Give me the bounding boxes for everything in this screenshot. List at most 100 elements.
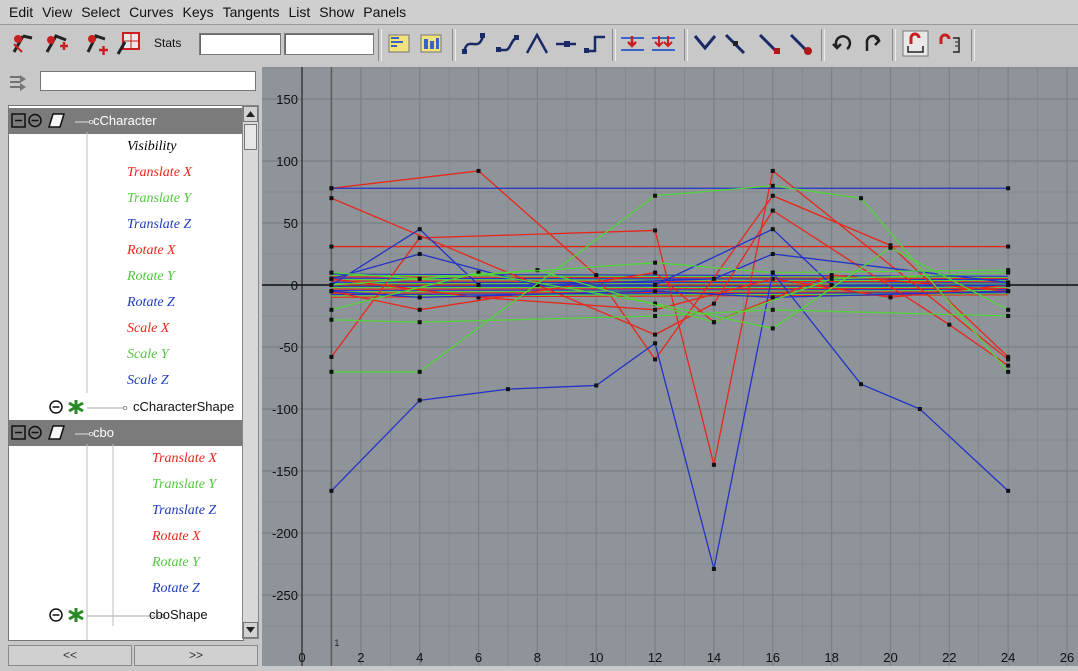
outliner-attribute-row[interactable]: Rotate Y	[9, 550, 243, 576]
outliner-filter-input[interactable]	[40, 71, 256, 91]
outliner-node-row[interactable]: cbo	[9, 420, 243, 446]
auto-load-selection-icon[interactable]	[902, 30, 929, 57]
spline-tangents-icon[interactable]	[460, 30, 487, 57]
y-tick-label: -50	[279, 340, 298, 355]
frame-playback-range-icon[interactable]	[418, 30, 445, 57]
scroll-down-button[interactable]	[243, 622, 258, 638]
toolbar-separator	[452, 29, 456, 61]
keyframe-point	[329, 308, 333, 312]
toolbar-separator	[612, 29, 616, 61]
clamped-tangents-icon[interactable]	[494, 30, 521, 57]
outliner-attribute-row[interactable]: Translate Y	[9, 472, 243, 498]
outliner-node-label: cbo	[93, 425, 114, 440]
shape-node-icon	[69, 399, 70, 400]
outliner-attribute-row[interactable]: Rotate Z	[9, 290, 243, 316]
menu-keys[interactable]: Keys	[183, 4, 214, 20]
outliner-attribute-row[interactable]: Rotate Z	[9, 576, 243, 602]
outliner-attribute-row[interactable]: Translate Z	[9, 212, 243, 238]
insert-key-tool-icon[interactable]	[44, 30, 71, 57]
menu-edit[interactable]: Edit	[9, 4, 33, 20]
attribute-label: Translate Z	[152, 503, 216, 519]
scroll-up-button[interactable]	[243, 106, 258, 122]
attribute-label: Rotate X	[127, 243, 176, 259]
menu-select[interactable]: Select	[81, 4, 120, 20]
outliner-attribute-row[interactable]: Translate Z	[9, 498, 243, 524]
menu-tangents[interactable]: Tangents	[223, 4, 280, 20]
lock-tangent-weight-icon[interactable]	[787, 30, 814, 57]
stats-field-2[interactable]	[284, 33, 374, 55]
transform-node-icon	[65, 425, 66, 426]
toolbar-separator	[821, 29, 825, 61]
outliner-attribute-row[interactable]: Translate X	[9, 160, 243, 186]
menu-list[interactable]: List	[288, 4, 310, 20]
collapse-icon[interactable]	[49, 398, 87, 416]
menu-show[interactable]: Show	[319, 4, 354, 20]
menu-panels[interactable]: Panels	[363, 4, 406, 20]
keyframe-point	[1006, 186, 1010, 190]
outliner-shape-row[interactable]: cboShape	[9, 602, 243, 628]
outliner-attribute-row[interactable]: Rotate Y	[9, 264, 243, 290]
menu-curves[interactable]: Curves	[129, 4, 173, 20]
pre-infinity-cycle-icon[interactable]	[829, 30, 856, 57]
frame-all-icon[interactable]	[386, 30, 413, 57]
menu-view[interactable]: View	[42, 4, 72, 20]
keyframe-point	[771, 184, 775, 188]
keyframe-point	[771, 169, 775, 173]
keyframe-point	[653, 308, 657, 312]
linear-tangents-icon[interactable]	[524, 30, 551, 57]
keyframe-point	[329, 289, 333, 293]
keyframe-point	[1006, 281, 1010, 285]
outliner-bottom-nav: << >>	[0, 645, 262, 666]
keyframe-point	[1006, 268, 1010, 272]
break-tangents-icon[interactable]	[692, 30, 719, 57]
tree-connector-icon	[75, 432, 95, 436]
post-infinity-cycle-icon[interactable]	[858, 30, 885, 57]
outliner-attribute-row[interactable]: Rotate X	[9, 238, 243, 264]
stats-field-1[interactable]	[199, 33, 281, 55]
keyframe-point	[418, 320, 422, 324]
add-key-tool-icon[interactable]	[84, 30, 111, 57]
outliner-attribute-row[interactable]: Visibility	[9, 134, 243, 160]
move-key-tool-icon[interactable]	[10, 30, 37, 57]
outliner-node-label: cCharacter	[93, 113, 157, 128]
keyframe-point	[329, 370, 333, 374]
nav-prev-button[interactable]: <<	[8, 645, 132, 666]
expand-collapse-icon[interactable]	[11, 113, 81, 129]
attribute-label: Translate X	[152, 451, 217, 467]
outliner-attribute-row[interactable]: Translate X	[9, 446, 243, 472]
nav-next-button[interactable]: >>	[134, 645, 258, 666]
outliner-attribute-row[interactable]: Scale X	[9, 316, 243, 342]
expand-collapse-icon[interactable]	[11, 425, 81, 441]
outliner-attribute-row[interactable]: Translate Y	[9, 186, 243, 212]
filter-icon[interactable]	[8, 73, 36, 95]
load-selected-objects-icon[interactable]	[937, 30, 964, 57]
keyframe-point	[888, 246, 892, 250]
keyframe-point	[418, 308, 422, 312]
y-tick-label: -200	[272, 526, 298, 541]
outliner-scrollbar[interactable]	[242, 105, 259, 639]
free-tangent-weight-icon[interactable]	[756, 30, 783, 57]
keyframe-point	[329, 196, 333, 200]
keyframe-point	[1006, 489, 1010, 493]
outliner-attribute-row[interactable]: Rotate X	[9, 524, 243, 550]
buffer-curve-snapshot-icon[interactable]	[619, 30, 646, 57]
unify-tangents-icon[interactable]	[722, 30, 749, 57]
keyframe-point	[329, 271, 333, 275]
keyframe-point	[653, 314, 657, 318]
scroll-thumb[interactable]	[244, 124, 257, 150]
outliner-node-row[interactable]: cCharacter	[9, 108, 243, 134]
outliner-shape-row[interactable]: cCharacterShape	[9, 394, 243, 420]
lattice-deform-keys-icon[interactable]	[115, 30, 142, 57]
attribute-label: Scale Z	[127, 373, 169, 389]
x-tick-label: 2	[357, 650, 364, 665]
keyframe-point	[653, 261, 657, 265]
step-tangents-icon[interactable]	[582, 30, 609, 57]
collapse-icon[interactable]	[49, 606, 87, 624]
outliner-attribute-row[interactable]: Scale Y	[9, 342, 243, 368]
keyframe-point	[1006, 314, 1010, 318]
flat-tangents-icon[interactable]	[553, 30, 580, 57]
swap-buffer-curves-icon[interactable]	[650, 30, 677, 57]
outliner-attribute-row[interactable]: Scale Z	[9, 368, 243, 394]
